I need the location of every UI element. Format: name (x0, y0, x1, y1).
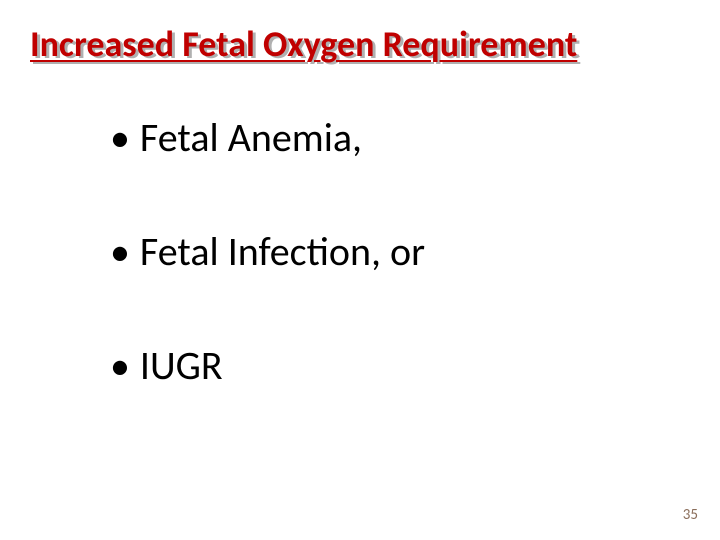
slide: Increased Fetal Oxygen Requirement Incre… (0, 0, 720, 540)
slide-body: • Fetal Anemia, • Fetal Infection, or • … (110, 115, 680, 457)
list-item: • IUGR (110, 343, 680, 389)
bullet-icon: • (110, 115, 130, 161)
list-item: • Fetal Anemia, (110, 115, 680, 161)
list-item: • Fetal Infection, or (110, 229, 680, 275)
bullet-text: Fetal Anemia, (140, 115, 362, 161)
bullet-icon: • (110, 229, 130, 275)
bullet-icon: • (110, 343, 130, 389)
page-number: 35 (683, 506, 698, 524)
bullet-text: IUGR (140, 343, 223, 389)
bullet-text: Fetal Infection, or (140, 229, 425, 275)
slide-title: Increased Fetal Oxygen Requirement (30, 22, 577, 66)
